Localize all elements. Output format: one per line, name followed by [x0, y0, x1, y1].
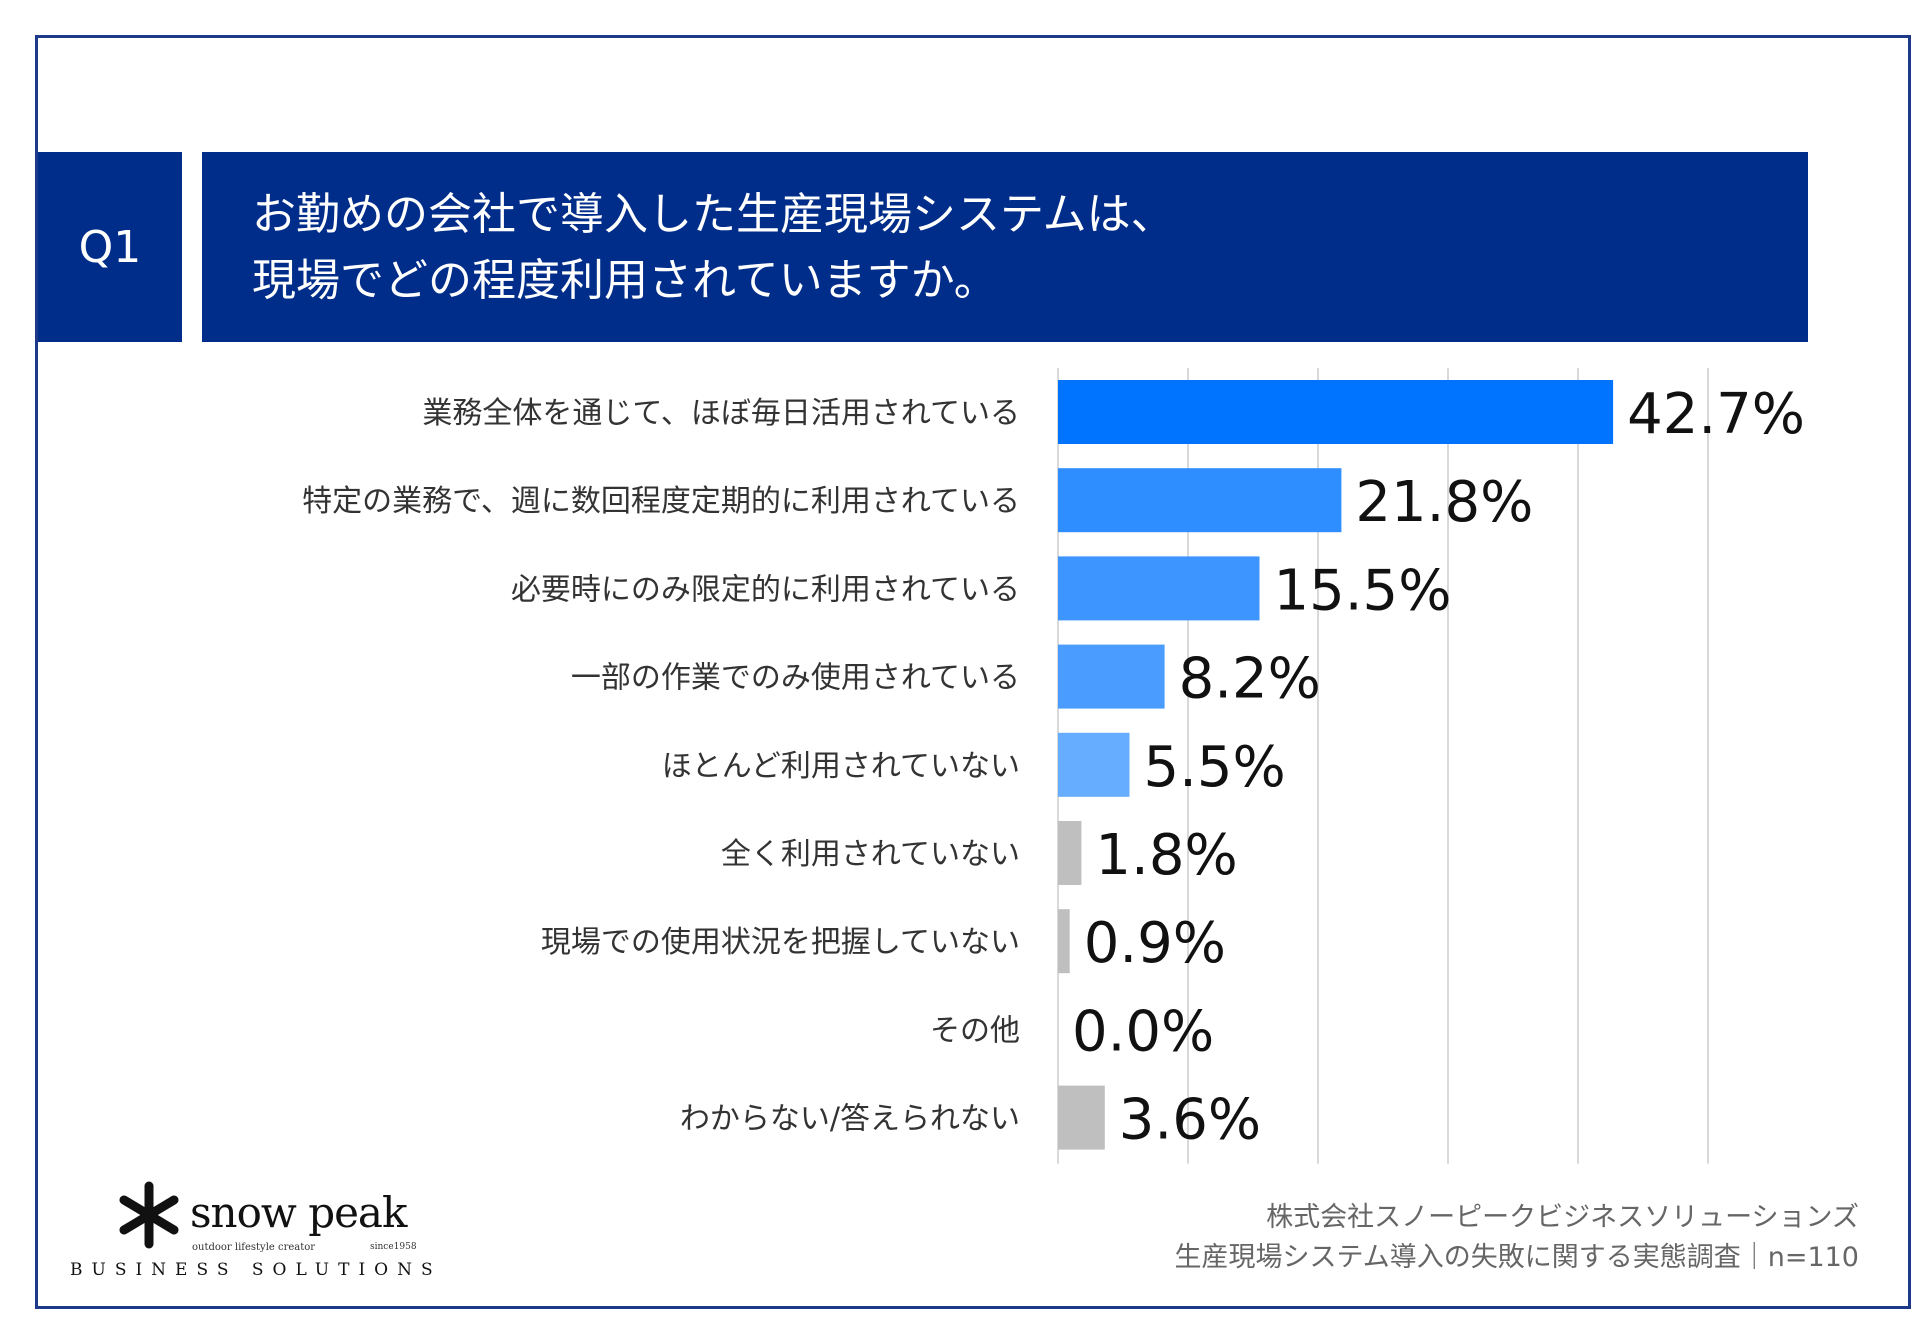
value-label-4: 8.2% — [1179, 647, 1321, 712]
source-company: 株式会社スノーピークビジネスソリューションズ — [1266, 1202, 1859, 1233]
value-label-5: 5.5% — [1144, 735, 1286, 800]
bar-5 — [1058, 732, 1130, 797]
source-note: 株式会社スノーピークビジネスソリューションズ 生産現場システム導入の失敗に関する… — [1175, 1198, 1859, 1278]
bar-7 — [1058, 909, 1070, 974]
value-label-9: 3.6% — [1119, 1088, 1261, 1153]
slide-frame: Q1 お勤めの会社で導入した生産現場システムは、 現場でどの程度利用されています… — [35, 35, 1911, 1309]
bar-6 — [1058, 821, 1082, 885]
question-number-badge: Q1 — [38, 152, 182, 342]
category-label-5: ほとんど利用されていない — [662, 749, 1020, 784]
category-label-7: 現場での使用状況を把握していない — [541, 925, 1020, 960]
category-label-2: 特定の業務で、週に数回程度定期的に利用されている — [302, 484, 1020, 519]
value-label-7: 0.9% — [1084, 911, 1226, 976]
category-label-8: その他 — [930, 1013, 1020, 1048]
bar-2 — [1058, 468, 1342, 533]
snowpeak-logo: snow peak outdoor lifestyle creator sinc… — [70, 1170, 440, 1280]
bar-4 — [1058, 644, 1165, 709]
question-title: お勤めの会社で導入した生産現場システムは、 現場でどの程度利用されていますか。 — [202, 152, 1808, 342]
category-label-4: 一部の作業でのみ使用されている — [571, 661, 1020, 696]
source-survey: 生産現場システム導入の失敗に関する実態調査｜n=110 — [1174, 1242, 1859, 1273]
category-label-1: 業務全体を通じて、ほぼ毎日活用されている — [422, 396, 1020, 431]
bar-1 — [1058, 380, 1614, 444]
bar-3 — [1058, 556, 1260, 621]
question-line-2: 現場でどの程度利用されていますか。 — [252, 255, 998, 306]
question-line-1: お勤めの会社で導入した生産現場システムは、 — [252, 189, 1175, 240]
category-label-6: 全く利用されていない — [721, 837, 1020, 872]
category-label-3: 必要時にのみ限定的に利用されている — [511, 572, 1020, 607]
logo-since: since1958 — [370, 1242, 417, 1252]
value-label-3: 15.5% — [1274, 558, 1452, 623]
value-label-2: 21.8% — [1355, 470, 1533, 535]
logo-wordmark: snow peak — [190, 1188, 407, 1237]
value-label-8: 0.0% — [1072, 999, 1214, 1064]
asterisk-logo-icon — [119, 1181, 179, 1249]
category-label-9: わからない/答えられない — [680, 1102, 1020, 1137]
value-label-1: 42.7% — [1627, 382, 1805, 447]
logo-division: BUSINESS SOLUTIONS — [70, 1260, 442, 1280]
value-label-6: 1.8% — [1095, 823, 1237, 888]
bar-9 — [1058, 1085, 1105, 1150]
logo-tagline: outdoor lifestyle creator — [192, 1242, 316, 1253]
